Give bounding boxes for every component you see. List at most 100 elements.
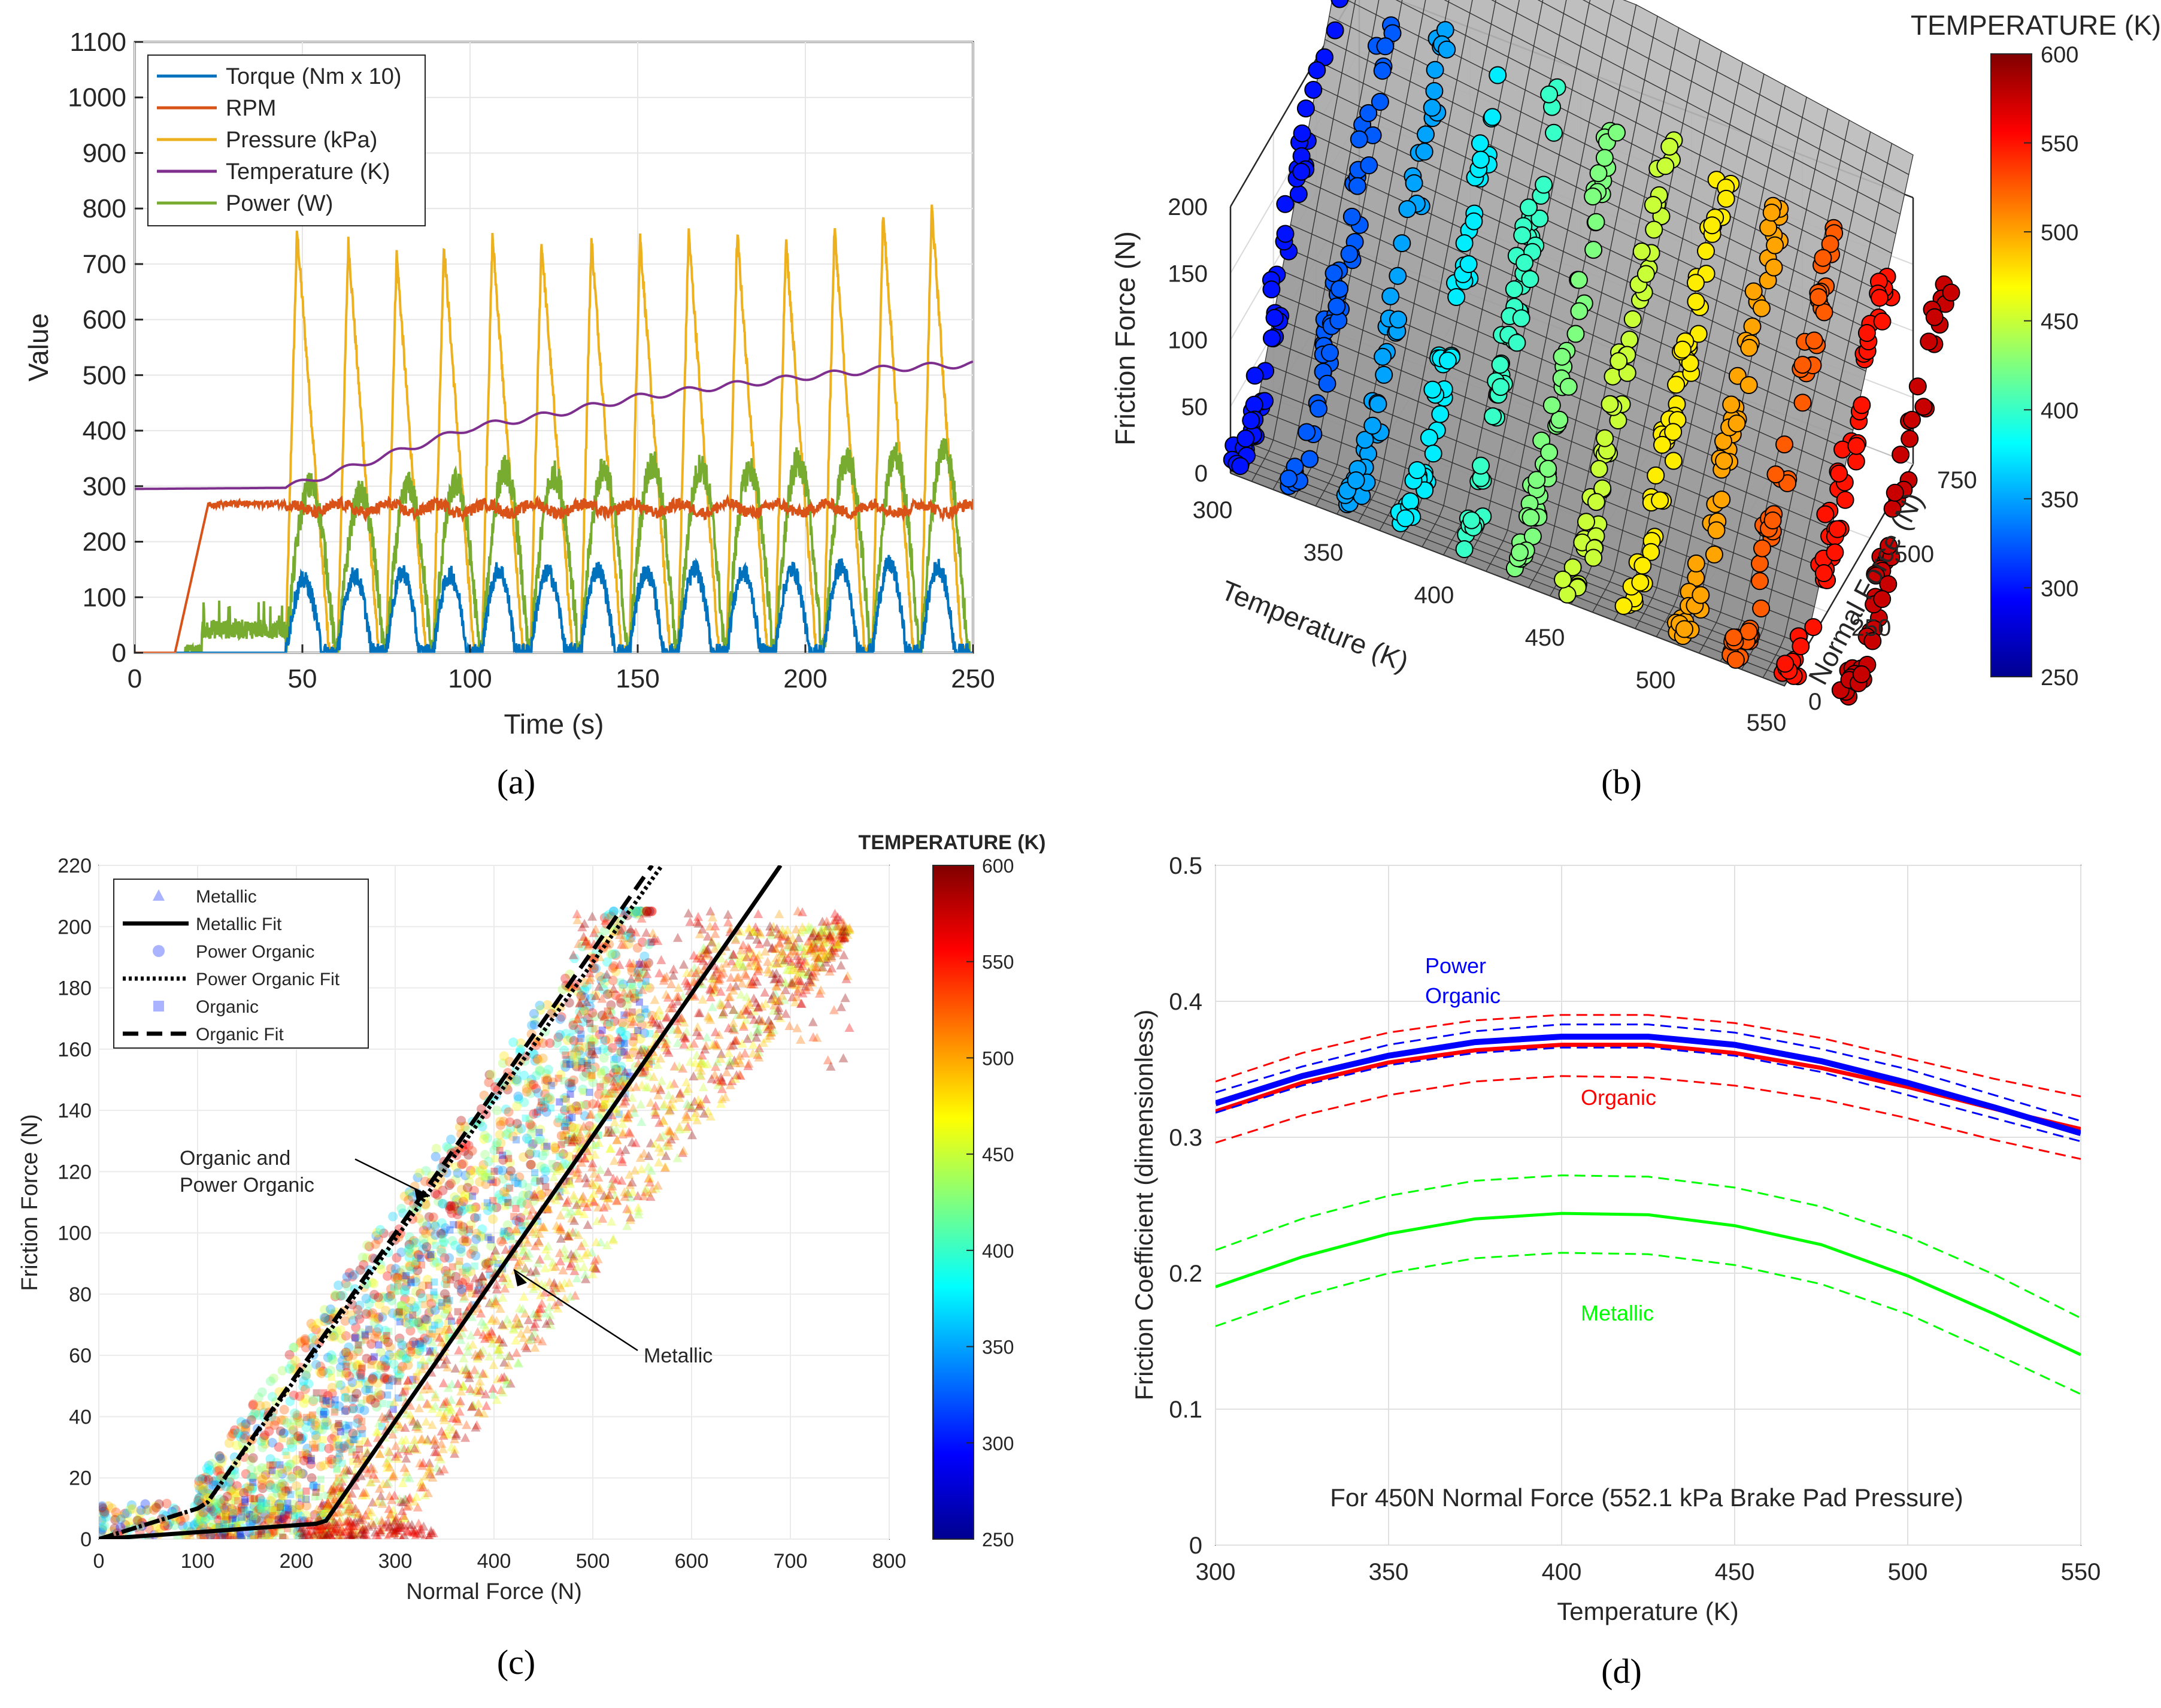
panel-c-point-organic (445, 1297, 453, 1304)
panel-b-point (1438, 41, 1455, 58)
panel-b-point (1293, 163, 1310, 180)
panel-c-point-power-organic (463, 1183, 472, 1192)
panel-c-point-organic (250, 1513, 257, 1520)
panel-a-ytick-label: 0 (112, 638, 126, 668)
panel-c-point-organic (343, 1362, 350, 1370)
panel-b-point (1585, 549, 1602, 566)
panel-c-point-organic (410, 1321, 417, 1328)
panel-c-point-organic (504, 1199, 511, 1206)
panel-a-label: (a) (497, 762, 535, 801)
panel-b-point (1698, 243, 1714, 259)
panel-c-point-organic (510, 1174, 517, 1181)
panel-c-point-power-organic (233, 1428, 243, 1438)
panel-b-point (1416, 143, 1433, 160)
panel-c-point-power-organic (545, 1038, 554, 1048)
panel-c-point-organic (386, 1382, 393, 1389)
panel-c-point-organic (438, 1299, 445, 1306)
panel-b-point (1463, 512, 1480, 529)
panel-c-point-power-organic (280, 1405, 289, 1415)
panel-c-point-power-organic (579, 1072, 589, 1082)
panel-b-point (1426, 83, 1442, 99)
panel-b-point (1554, 571, 1571, 588)
panel-b-point (1232, 458, 1248, 474)
panel-c-point-power-organic (143, 1505, 152, 1515)
panel-b-point (1364, 417, 1381, 434)
panel-c-point-organic (589, 1071, 596, 1079)
panel-c-point-organic (541, 1077, 548, 1084)
panel-c-point-power-organic (531, 1071, 541, 1080)
panel-c-point-organic (344, 1395, 351, 1402)
panel-c-point-power-organic (362, 1240, 372, 1250)
panel-b-point (1806, 332, 1823, 349)
panel-c-point-power-organic (431, 1152, 441, 1161)
panel-b-point (1397, 510, 1414, 526)
panel-c-point-power-organic (420, 1177, 430, 1186)
panel-c-point-power-organic (99, 1521, 109, 1531)
panel-b-point (1492, 378, 1509, 395)
panel-b-point (1766, 237, 1783, 254)
panel-c-point-organic (602, 1077, 610, 1084)
panel-b-ztick-label: 50 (1181, 394, 1208, 420)
panel-c-point-organic (323, 1397, 330, 1404)
panel-c-point-organic (357, 1373, 365, 1380)
panel-b-point (1645, 222, 1662, 238)
panel-c-point-organic (351, 1334, 359, 1341)
panel-b-point (1399, 201, 1416, 217)
panel-c-point-power-organic (353, 1305, 362, 1315)
panel-b-point (1520, 199, 1537, 216)
panel-b-point (1424, 99, 1441, 116)
panel-b-point (1723, 396, 1739, 413)
panel-b-point (1910, 378, 1926, 395)
panel-c-point-power-organic (616, 1026, 625, 1036)
panel-b-point (1610, 353, 1627, 370)
panel-c-point-power-organic (440, 1253, 450, 1262)
panel-b-point (1280, 470, 1297, 487)
panel-b-point (1584, 188, 1601, 205)
panel-b-point (1341, 246, 1358, 262)
panel-b-point (1766, 259, 1783, 276)
panel-c-point-organic (357, 1400, 365, 1407)
panel-c-point-organic (354, 1341, 362, 1349)
panel-b-point (1374, 349, 1391, 365)
panel-c-point-organic (394, 1377, 401, 1385)
panel-c-point-organic (443, 1306, 450, 1313)
panel-c-point-organic (374, 1331, 381, 1338)
panel-c-point-power-organic (199, 1485, 208, 1494)
panel-c-point-power-organic (336, 1325, 345, 1335)
panel-b-point (1237, 430, 1254, 447)
panel-b-point (1765, 512, 1781, 529)
panel-b-point (1668, 376, 1684, 393)
panel-c-point-organic (600, 1037, 607, 1044)
panel-b-point (1425, 445, 1442, 462)
panel-c-point-organic (439, 1235, 446, 1243)
panel-b-point (1676, 620, 1693, 637)
panel-a-xtick-label: 100 (448, 664, 492, 694)
panel-c-point-organic (444, 1270, 451, 1277)
panel-c-point-power-organic (261, 1401, 271, 1410)
panel-c-point-organic (358, 1365, 365, 1372)
panel-c-point-organic (301, 1495, 308, 1502)
panel-c-point-power-organic (512, 1075, 522, 1085)
panel-c-point-organic (417, 1255, 425, 1262)
panel-c-point-power-organic (512, 1101, 522, 1111)
panel-c-point-power-organic (264, 1427, 274, 1436)
panel-b-point (1704, 217, 1720, 234)
panel-c-point-power-organic (271, 1416, 280, 1426)
panel-c-point-power-organic (540, 1164, 549, 1173)
panel-c-point-power-organic (456, 1116, 466, 1125)
panel-b-point (1741, 377, 1757, 393)
panel-b-point (1456, 235, 1473, 252)
panel-c-point-organic (287, 1437, 294, 1444)
panel-b-point (1874, 313, 1891, 330)
panel-c-point-organic (247, 1483, 254, 1491)
panel-a-ytick-label: 1100 (69, 28, 126, 57)
panel-c-point-power-organic (471, 1251, 480, 1261)
panel-b-point (1421, 429, 1438, 446)
panel-b-point (1298, 100, 1314, 117)
panel-c-point-power-organic (468, 1146, 477, 1156)
panel-c-point-organic (321, 1422, 328, 1430)
panel-b-colorbar-label: 250 (2041, 665, 2078, 691)
panel-c-point-organic (407, 1267, 414, 1274)
panel-c-point-organic (302, 1488, 310, 1495)
panel-b-point (1647, 467, 1664, 484)
